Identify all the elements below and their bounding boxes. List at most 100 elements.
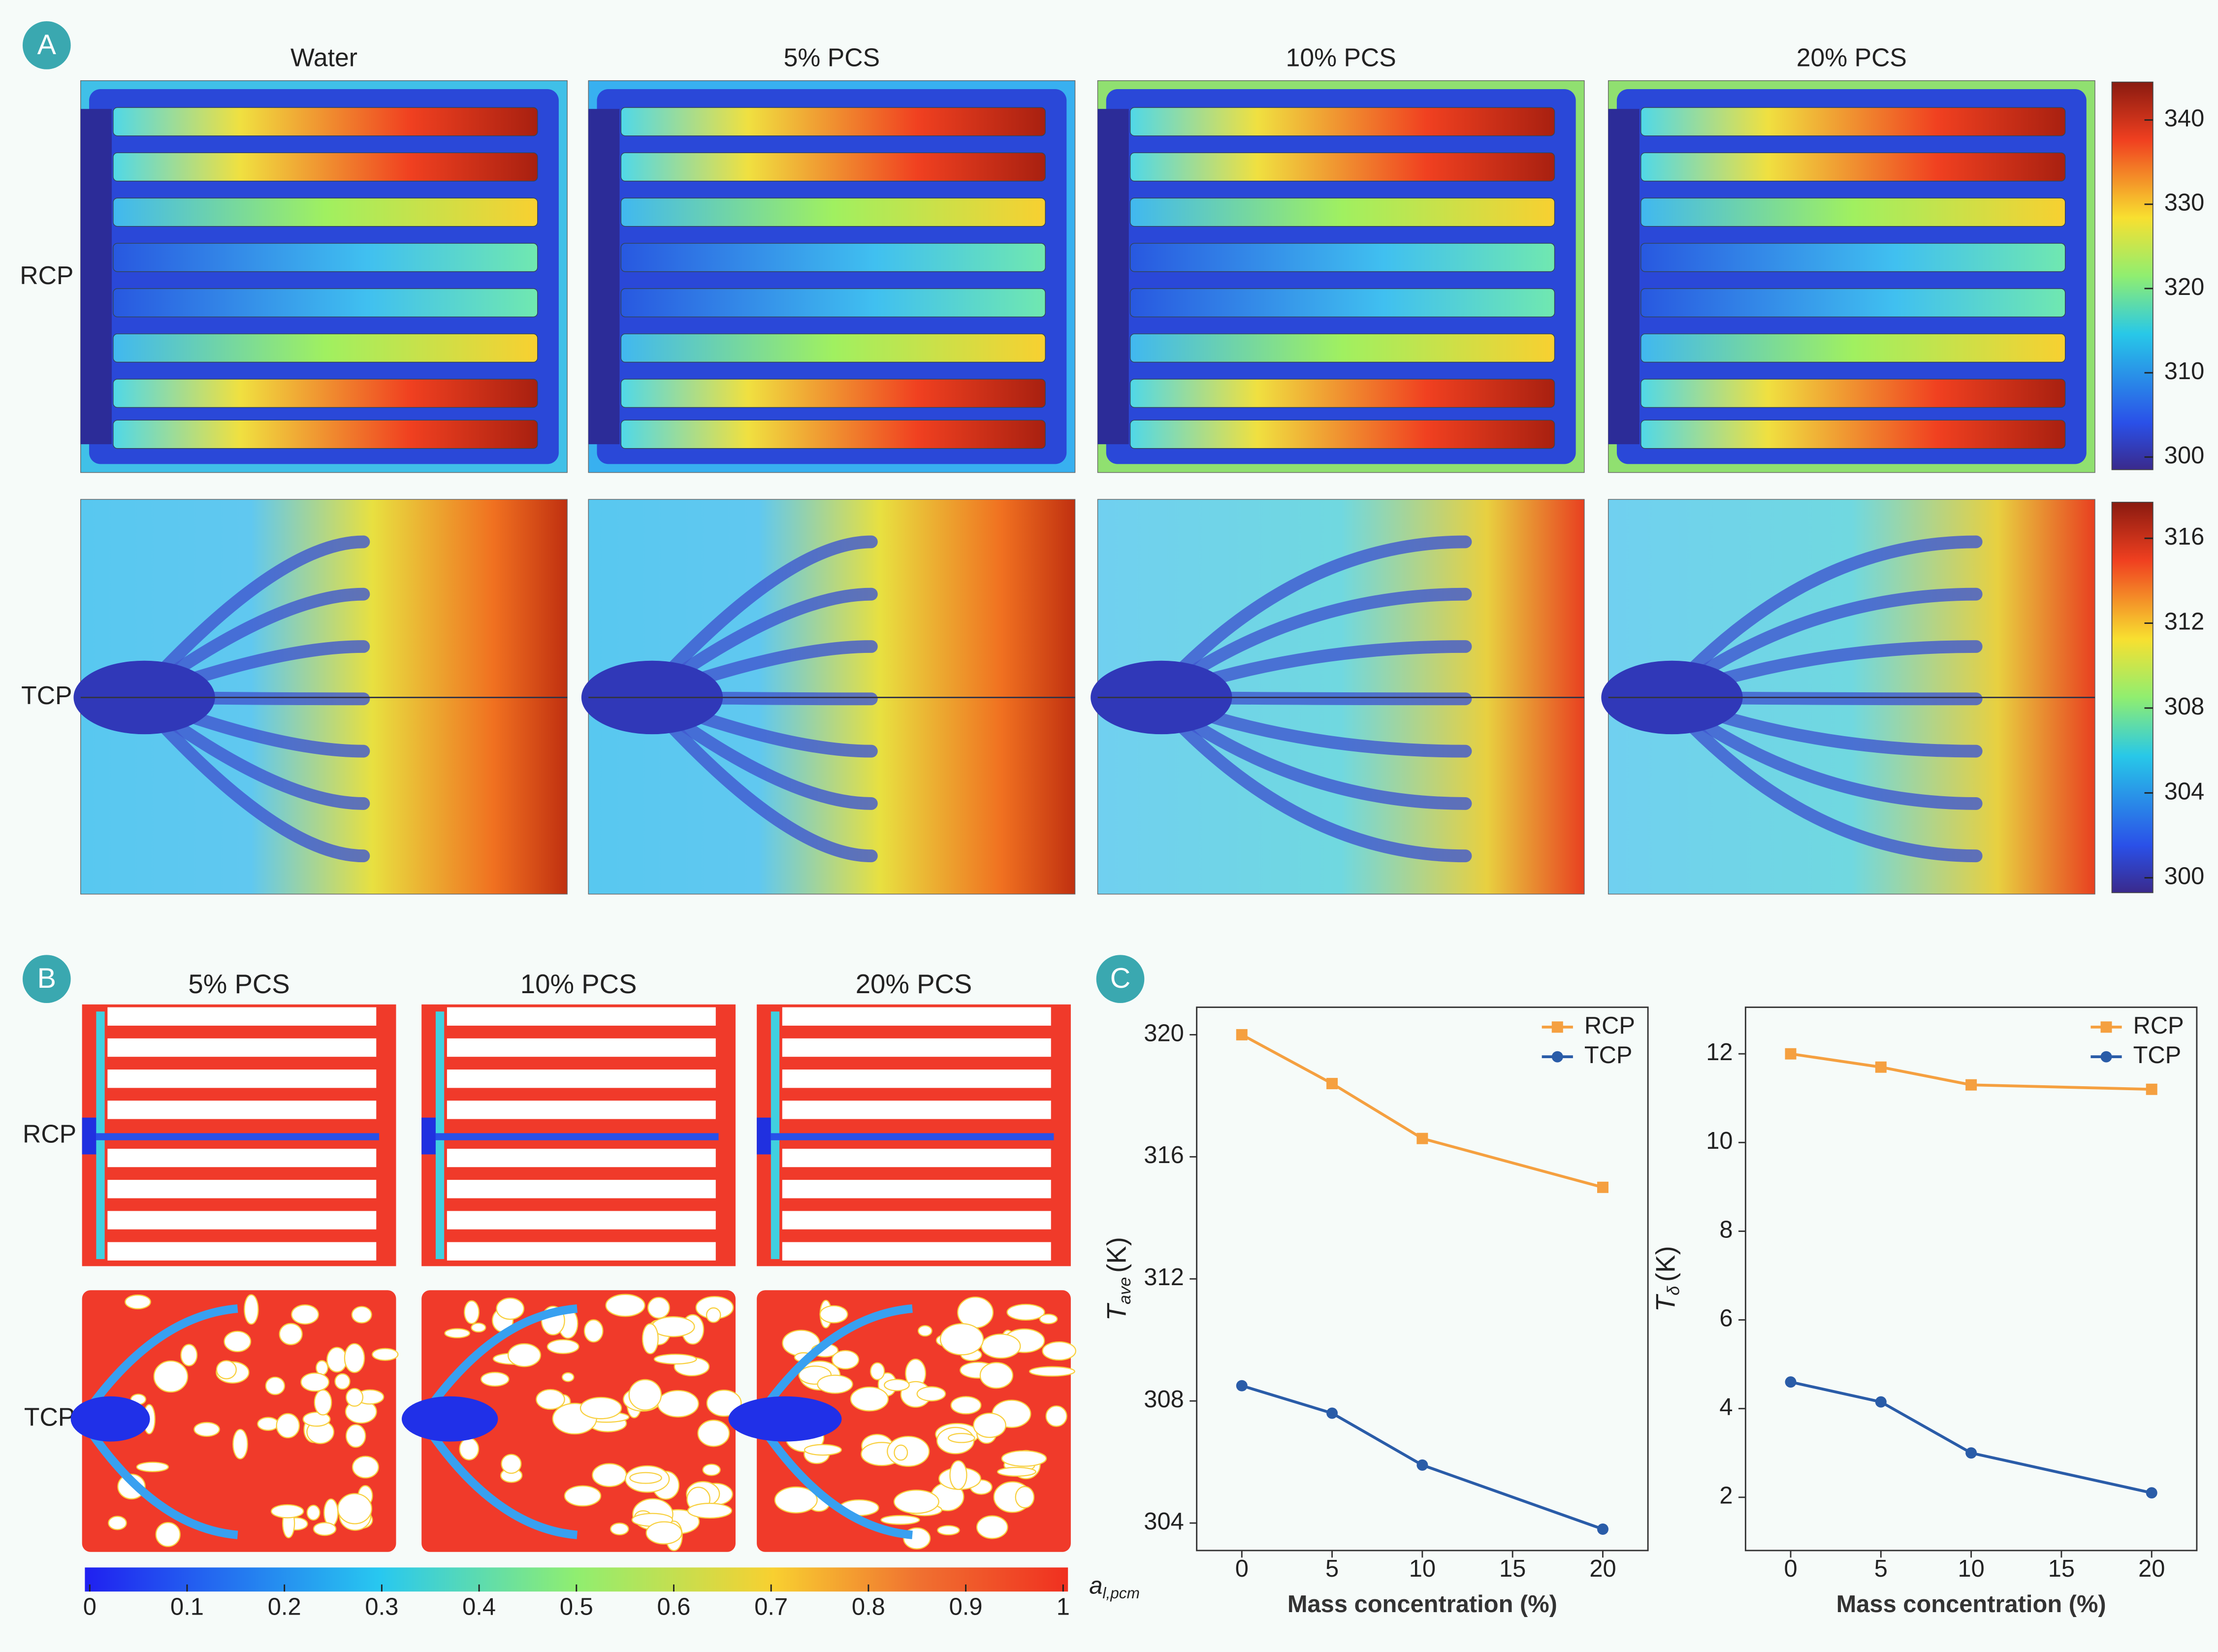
void (950, 1396, 982, 1415)
void (997, 1466, 1036, 1477)
tcp-phase (70, 1290, 399, 1552)
marker (2100, 1021, 2112, 1033)
void (471, 1323, 486, 1333)
void (884, 1379, 910, 1392)
colorbar-tick-label: 0.2 (268, 1594, 301, 1620)
tcp-field (1091, 499, 1585, 895)
channel (447, 1242, 716, 1261)
y-tick-label: 6 (1719, 1305, 1733, 1331)
channel (447, 1211, 716, 1230)
channel (782, 1007, 1051, 1026)
branch (1658, 691, 1983, 863)
row-label: RCP (20, 261, 73, 290)
marker (1551, 1021, 1563, 1033)
x-tick-label: 10 (1958, 1555, 1984, 1582)
void (323, 1498, 339, 1527)
series-line (1241, 1384, 1604, 1531)
marker (1326, 1078, 1338, 1090)
channel (782, 1069, 1051, 1088)
inlet (1097, 109, 1129, 445)
void (973, 1412, 1006, 1438)
label-main: T (1102, 1302, 1132, 1321)
field-inner (1616, 89, 2087, 464)
colorbar-tick-label: 0.4 (462, 1594, 496, 1620)
void (976, 1515, 1008, 1539)
inlet-blob (728, 1396, 842, 1442)
rcp-field (80, 80, 568, 473)
label-sub: δ (1665, 1286, 1683, 1296)
channel (113, 420, 538, 449)
marker (1875, 1396, 1887, 1408)
channel (782, 1211, 1051, 1230)
colorbar-tick-label: 340 (2164, 105, 2204, 132)
column-title: Water (290, 43, 357, 71)
legend-label: TCP (1584, 1042, 1633, 1069)
x-tick-label: 15 (1499, 1555, 1526, 1582)
void (265, 1376, 286, 1395)
channel (1129, 379, 1555, 408)
rcp-phase (82, 1004, 396, 1266)
channel (113, 333, 538, 363)
colorbar-tick-label: 304 (2164, 778, 2204, 805)
y-tick-label: 8 (1719, 1216, 1733, 1243)
colorbar-tick-label: 0.3 (365, 1594, 398, 1620)
rcp-field (1607, 80, 2095, 473)
channel (107, 1038, 377, 1057)
void (642, 1323, 659, 1355)
void (216, 1360, 237, 1380)
x-axis-label: Mass concentration (%) (1836, 1591, 2106, 1618)
panel-badge (22, 955, 71, 1004)
void (352, 1456, 379, 1479)
x-tick-label: 0 (1784, 1555, 1797, 1582)
channel (113, 243, 538, 272)
channel (1640, 420, 2066, 449)
void (819, 1305, 848, 1324)
void (561, 1372, 575, 1382)
void (579, 1396, 622, 1420)
void (564, 1485, 602, 1507)
void (496, 1297, 525, 1320)
void (334, 1373, 351, 1390)
series-line (1790, 1052, 2152, 1091)
void (270, 1504, 304, 1519)
tcp-phase (728, 1290, 1076, 1552)
branch (639, 535, 878, 704)
void (155, 1522, 181, 1547)
colorbar-tick-label: 0.5 (560, 1594, 593, 1620)
y-tick-label: 308 (1144, 1386, 1184, 1413)
inlet (588, 109, 620, 445)
y-axis-label: Tδ (K) (1651, 1246, 1683, 1312)
channel (620, 333, 1046, 363)
channel (107, 1211, 377, 1230)
panel-label: C (1110, 963, 1131, 994)
void (1039, 1314, 1058, 1325)
channel (1640, 107, 2066, 136)
channel (107, 1101, 377, 1119)
void (817, 1374, 853, 1394)
series-line (1790, 1380, 2152, 1494)
void (687, 1502, 733, 1519)
marker (1965, 1079, 1977, 1091)
center-flow (771, 1133, 1054, 1140)
label-sub: ave (1116, 1277, 1134, 1304)
marker (2100, 1051, 2112, 1063)
colorbar-tick-label: 330 (2164, 190, 2204, 216)
channel (107, 1148, 377, 1167)
void (372, 1348, 399, 1361)
y-tick-label: 4 (1719, 1394, 1733, 1421)
marker (1965, 1447, 1977, 1459)
void (605, 1294, 645, 1317)
void (1015, 1486, 1035, 1509)
series-line (1241, 1033, 1604, 1189)
inlet (1608, 109, 1639, 445)
marker (1597, 1181, 1608, 1193)
channel (107, 1180, 377, 1199)
channel (620, 379, 1046, 408)
channel (782, 1180, 1051, 1199)
void (344, 1343, 365, 1373)
channel (1640, 152, 2066, 182)
void (345, 1424, 366, 1448)
marker (1785, 1376, 1797, 1388)
rcp-field (588, 80, 1076, 473)
